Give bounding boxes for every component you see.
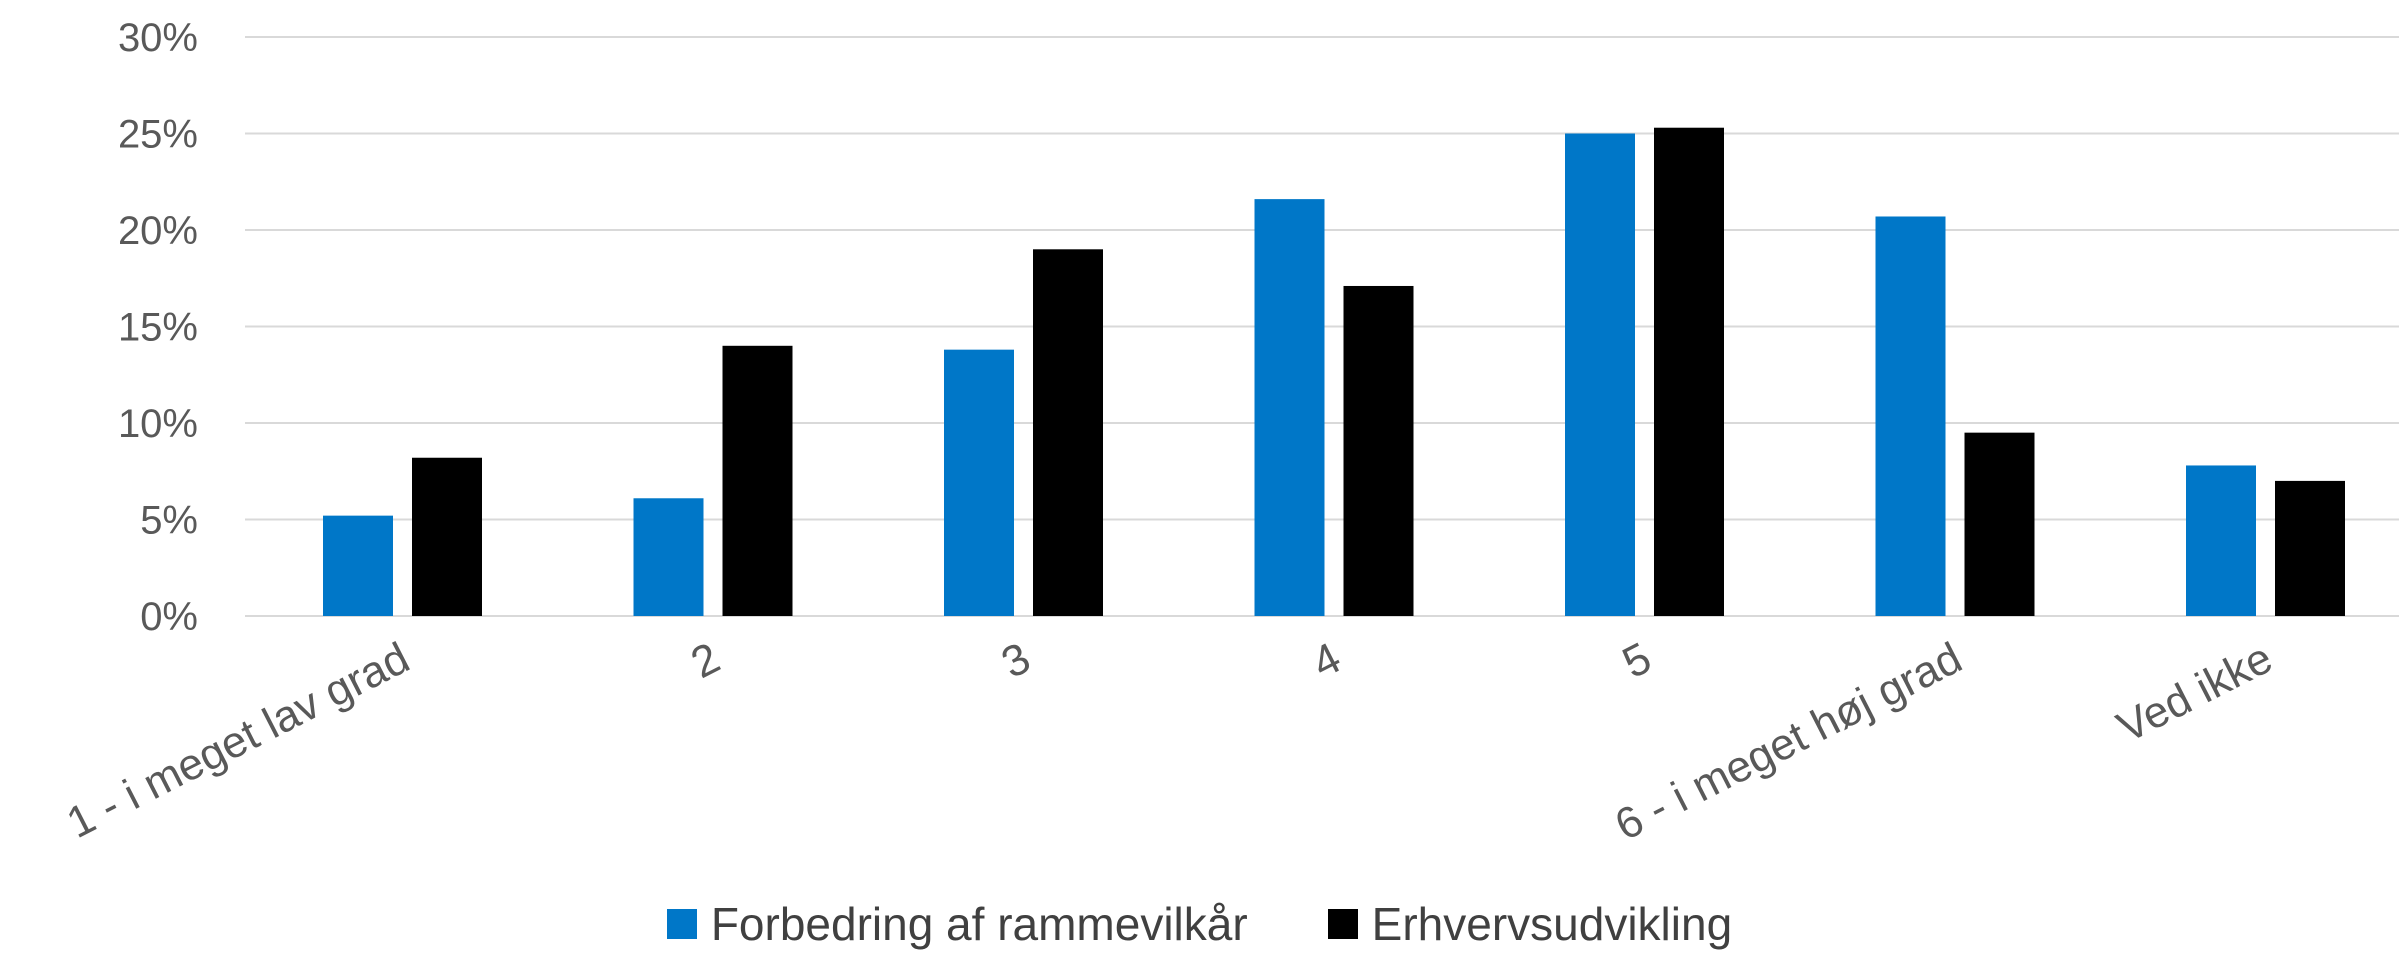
legend-item-series-1: Forbedring af rammevilkår bbox=[666, 897, 1248, 951]
bar-series-1-cat-1 bbox=[323, 515, 393, 616]
bar-series-2-cat-5 bbox=[1654, 127, 1724, 617]
legend-label-series-1: Forbedring af rammevilkår bbox=[710, 898, 1248, 950]
legend-label-series-2: Erhvervsudvikling bbox=[1371, 898, 1733, 950]
y-tick-label: 30% bbox=[118, 16, 198, 60]
bar-series-2-cat-6 bbox=[1964, 432, 2035, 616]
legend-swatch-series-2 bbox=[1327, 909, 1358, 939]
x-tick-label: Ved ikke bbox=[2110, 633, 2280, 752]
y-tick-label: 15% bbox=[118, 306, 198, 350]
bar-series-2-cat-1 bbox=[412, 457, 482, 616]
bar-series-1-cat-6 bbox=[1875, 216, 1946, 617]
x-tick-label: 3 bbox=[994, 633, 1038, 688]
y-tick-label: 0% bbox=[140, 595, 198, 639]
legend: Forbedring af rammevilkår Erhvervsudvikl… bbox=[0, 879, 2399, 969]
bar-series-2-cat-2 bbox=[722, 345, 793, 616]
y-axis-ticks: 0% 5% 10% 15% 20% 25% 30% bbox=[118, 16, 198, 639]
y-tick-label: 25% bbox=[118, 113, 198, 157]
y-tick-label: 10% bbox=[118, 402, 198, 446]
bar-chart: 0% 5% 10% 15% 20% 25% 30% 1 - i meget lav grad… bbox=[59, 16, 2399, 850]
x-tick-label: 5 bbox=[1615, 633, 1659, 688]
x-tick-label: 4 bbox=[1304, 633, 1348, 688]
bar-series-1-cat-7 bbox=[2186, 465, 2256, 616]
bars bbox=[323, 127, 2345, 617]
legend-item-series-2: Erhvervsudvikling bbox=[1327, 897, 1733, 951]
x-tick-label: 1 - i meget lav grad bbox=[59, 633, 417, 848]
bar-series-2-cat-3 bbox=[1033, 249, 1103, 617]
bar-series-1-cat-5 bbox=[1565, 133, 1635, 616]
legend-swatch-series-1 bbox=[666, 909, 697, 939]
bar-series-2-cat-7 bbox=[2275, 480, 2345, 616]
y-tick-label: 5% bbox=[140, 499, 198, 543]
bar-series-1-cat-4 bbox=[1254, 199, 1325, 616]
bar-series-1-cat-2 bbox=[633, 498, 704, 616]
bar-series-1-cat-3 bbox=[944, 349, 1014, 616]
x-tick-label: 6 - i meget høj grad bbox=[1607, 633, 1969, 850]
x-axis-labels: 1 - i meget lav grad 2 3 4 56 - i meget høj … bbox=[59, 633, 2280, 850]
x-tick-label: 2 bbox=[683, 633, 727, 688]
bar-series-2-cat-4 bbox=[1343, 285, 1414, 616]
y-tick-label: 20% bbox=[118, 209, 198, 253]
